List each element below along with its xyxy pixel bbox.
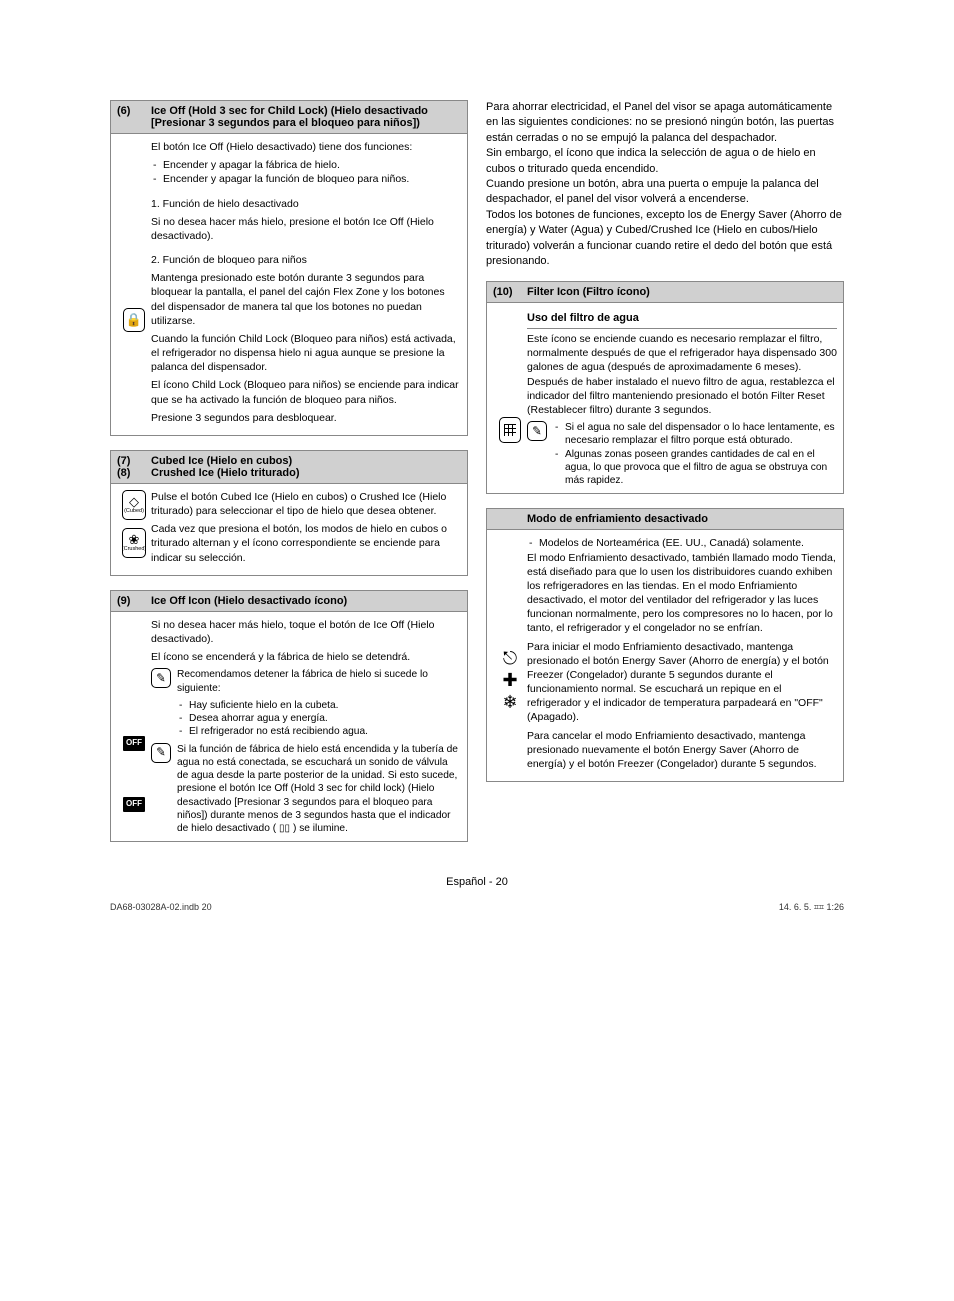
footer-right: 14. 6. 5. ⌗⌗ 1:26 [779,902,844,913]
cooling-off-icon: ⎋ ✚ ❄ [502,649,517,711]
sec6-f1h: 1. Función de hielo desactivado [151,197,461,211]
cooling-icons: ⎋ ✚ ❄ [493,536,527,775]
cooling-num-blank [493,513,527,525]
sec6-intro: El botón Ice Off (Hielo desactivado) tie… [151,140,461,154]
sec6-f2p4: Presione 3 segundos para desbloquear. [151,411,461,425]
section-cooling: Modo de enfriamiento desactivado ⎋ ✚ ❄ M… [486,508,844,782]
note-icon [151,743,171,763]
sec9-n1b3: El refrigerador no está recibiendo agua. [177,725,461,738]
sec9-title: Ice Off Icon (Hielo desactivado ícono) [151,595,461,607]
cubed-glyph: ◇ [129,495,139,508]
sec7-title: Cubed Ice (Hielo en cubos) [151,455,461,467]
cooling-title: Modo de enfriamiento desactivado [527,513,837,525]
section-6: (6) Ice Off (Hold 3 sec for Child Lock) … [110,100,468,436]
right-intro: Para ahorrar electricidad, el Panel del … [486,100,844,269]
cooling-p3: Para cancelar el modo Enfriamiento desac… [527,729,837,772]
sec78-p2: Cada vez que presiona el botón, los modo… [151,522,461,565]
sec6-f2h: 2. Función de bloqueo para niños [151,253,461,267]
sec9-num: (9) [117,595,151,607]
sec6-b1: Encender y apagar la fábrica de hielo. [151,158,461,172]
sec10-title: Filter Icon (Filtro ícono) [527,286,837,298]
cooling-text: Modelos de Norteamérica (EE. UU., Canadá… [527,536,837,775]
section-10-text: Uso del filtro de agua Este ícono se enc… [527,309,837,487]
lock-icon: 🔒 [123,308,145,332]
sec9-note2-text: Si la función de fábrica de hielo está e… [177,743,461,836]
section-6-body: 🔒 El botón Ice Off (Hielo desactivado) t… [111,134,467,435]
crushed-ice-icon: ❀ (Crushed) [122,528,146,558]
note-icon [151,668,171,688]
page-footer-center: Español - 20 [110,876,844,888]
cooling-p2: Para iniciar el modo Enfriamiento desact… [527,640,837,725]
section-78-text: Pulse el botón Cubed Ice (Hielo en cubos… [151,490,461,569]
sec6-f2p1: Mantenga presionado este botón durante 3… [151,271,461,328]
sec6-f2p3: El ícono Child Lock (Bloqueo para niños)… [151,378,461,406]
off-icon-1: OFF [123,736,145,751]
sec10-p1: Este ícono se enciende cuando es necesar… [527,332,837,417]
sec78-p1: Pulse el botón Cubed Ice (Hielo en cubos… [151,490,461,518]
sec6-list: Encender y apagar la fábrica de hielo. E… [151,158,461,186]
section-9-header: (9) Ice Off Icon (Hielo desactivado ícon… [111,591,467,612]
page-columns: (6) Ice Off (Hold 3 sec for Child Lock) … [110,100,844,856]
section-7-8: (7) Cubed Ice (Hielo en cubos) (8) Crush… [110,450,468,576]
section-9-text: Si no desea hacer más hielo, toque el bo… [151,618,461,836]
sec10-num: (10) [493,286,527,298]
plug-icon: ⎋ [503,649,517,667]
sec10-nb1: Si el agua no sale del dispensador o lo … [553,421,837,448]
sec10-sub: Uso del filtro de agua [527,309,837,329]
intro-p4: Todos los botones de funciones, excepto … [486,208,844,270]
cubed-ice-icon: ◇ (Cubed) [122,490,146,520]
section-78-header: (7) Cubed Ice (Hielo en cubos) (8) Crush… [111,451,467,484]
section-6-num: (6) [117,105,151,129]
section-6-icons: 🔒 [117,140,151,429]
sec9-p2: El ícono se encenderá y la fábrica de hi… [151,650,461,664]
section-10-body: Uso del filtro de agua Este ícono se enc… [487,303,843,493]
intro-p2: Sin embargo, el ícono que indica la sele… [486,146,844,177]
section-6-title: Ice Off (Hold 3 sec for Child Lock) (Hie… [151,105,461,129]
section-6-header: (6) Ice Off (Hold 3 sec for Child Lock) … [111,101,467,134]
section-10-icons [493,309,527,487]
cubed-label: (Cubed) [124,508,144,515]
section-9: (9) Ice Off Icon (Hielo desactivado ícon… [110,590,468,843]
intro-p1: Para ahorrar electricidad, el Panel del … [486,100,844,146]
intro-p3: Cuando presione un botón, abra una puert… [486,177,844,208]
section-6-text: El botón Ice Off (Hielo desactivado) tie… [151,140,461,429]
sec10-note: Si el agua no sale del dispensador o lo … [527,421,837,487]
sec6-b2: Encender y apagar la función de bloqueo … [151,172,461,186]
cooling-header: Modo de enfriamiento desactivado [487,509,843,530]
snowflake-icon: ❄ [502,693,517,711]
section-78-icons: ◇ (Cubed) ❀ (Crushed) [117,490,151,569]
note-icon [527,421,547,441]
cooling-b1: Modelos de Norteamérica (EE. UU., Canadá… [527,536,837,550]
sec9-note1: Recomendamos detener la fábrica de hielo… [151,668,461,738]
plus-icon: ✚ [502,671,517,689]
section-78-body: ◇ (Cubed) ❀ (Crushed) Pulse el botón Cub… [111,484,467,575]
left-column: (6) Ice Off (Hold 3 sec for Child Lock) … [110,100,468,856]
sec9-n1b2: Desea ahorrar agua y energía. [177,712,461,725]
sec9-note1-text: Recomendamos detener la fábrica de hielo… [177,668,461,738]
footer-left: DA68-03028A-02.indb 20 [110,902,212,913]
sec9-note1-intro: Recomendamos detener la fábrica de hielo… [177,668,461,695]
section-10-header: (10) Filter Icon (Filtro ícono) [487,282,843,303]
cooling-p1: El modo Enfriamiento desactivado, tambié… [527,551,837,636]
sec9-n1b1: Hay suficiente hielo en la cubeta. [177,699,461,712]
page-footer-row: DA68-03028A-02.indb 20 14. 6. 5. ⌗⌗ 1:26 [110,902,844,913]
crushed-glyph: ❀ [129,533,140,546]
section-10: (10) Filter Icon (Filtro ícono) Uso del … [486,281,844,494]
section-9-body: OFF OFF Si no desea hacer más hielo, toq… [111,612,467,842]
section-9-icons: OFF OFF [117,618,151,836]
crushed-label: (Crushed) [122,546,146,553]
cooling-body: ⎋ ✚ ❄ Modelos de Norteamérica (EE. UU., … [487,530,843,781]
filter-icon [499,417,521,443]
sec6-f2p2: Cuando la función Child Lock (Bloqueo pa… [151,332,461,375]
sec9-note2: Si la función de fábrica de hielo está e… [151,743,461,836]
sec10-note-text: Si el agua no sale del dispensador o lo … [553,421,837,487]
right-column: Para ahorrar electricidad, el Panel del … [486,100,844,856]
sec7-num: (7) [117,455,151,467]
sec6-f1p: Si no desea hacer más hielo, presione el… [151,215,461,243]
sec8-title: Crushed Ice (Hielo triturado) [151,467,461,479]
sec9-p1: Si no desea hacer más hielo, toque el bo… [151,618,461,646]
off-icon-2: OFF [123,797,145,812]
sec8-num: (8) [117,467,151,479]
sec10-nb2: Algunas zonas poseen grandes cantidades … [553,448,837,488]
